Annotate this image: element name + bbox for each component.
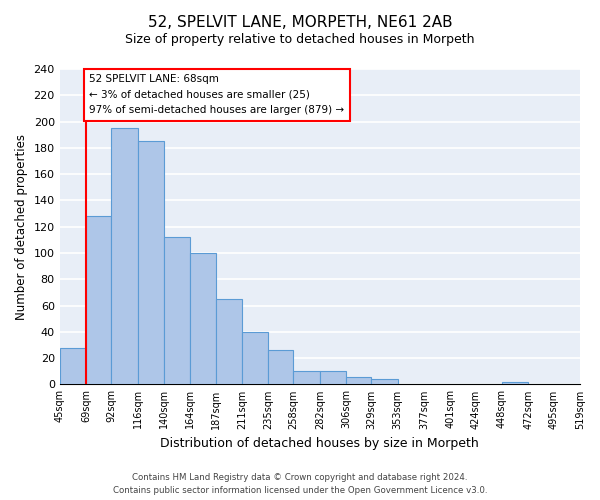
Bar [215,299,242,384]
Bar [111,128,137,384]
Bar [268,350,293,384]
Bar [242,332,268,384]
Bar [137,142,164,384]
Bar [346,376,371,384]
Bar [502,382,529,384]
Bar [371,379,398,384]
Bar [293,372,320,384]
Text: Contains HM Land Registry data © Crown copyright and database right 2024.
Contai: Contains HM Land Registry data © Crown c… [113,474,487,495]
Bar [320,372,346,384]
Bar [59,348,86,385]
Bar [190,253,215,384]
Bar [86,216,111,384]
X-axis label: Distribution of detached houses by size in Morpeth: Distribution of detached houses by size … [160,437,479,450]
Text: 52, SPELVIT LANE, MORPETH, NE61 2AB: 52, SPELVIT LANE, MORPETH, NE61 2AB [148,15,452,30]
Text: Size of property relative to detached houses in Morpeth: Size of property relative to detached ho… [125,32,475,46]
Text: 52 SPELVIT LANE: 68sqm
← 3% of detached houses are smaller (25)
97% of semi-deta: 52 SPELVIT LANE: 68sqm ← 3% of detached … [89,74,344,116]
Y-axis label: Number of detached properties: Number of detached properties [15,134,28,320]
Bar [164,237,190,384]
